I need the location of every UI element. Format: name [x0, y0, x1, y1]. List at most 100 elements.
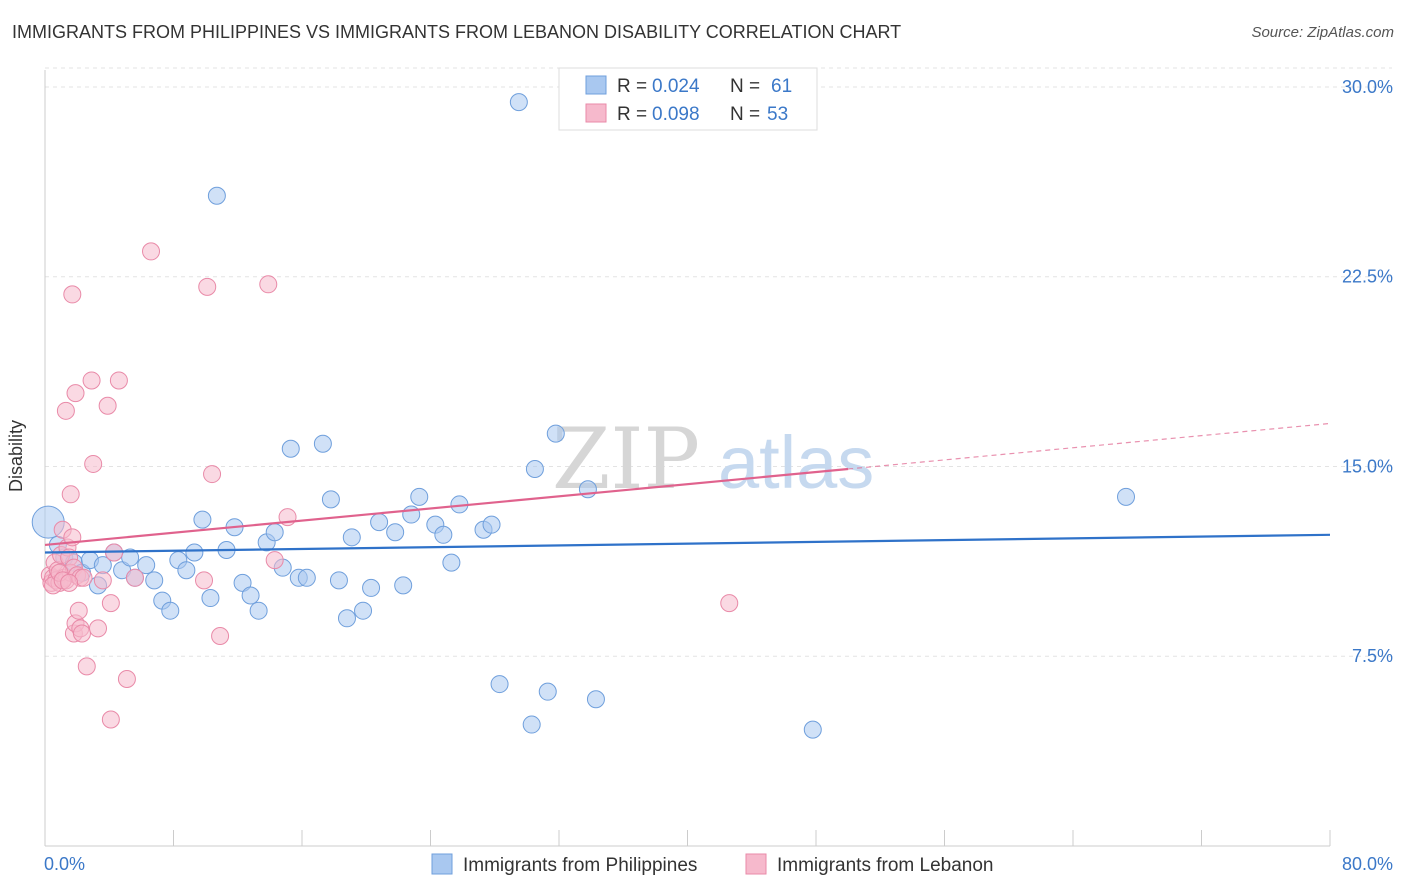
- philippines-point: [370, 513, 389, 532]
- philippines-point: [394, 576, 413, 595]
- lebanon-point: [142, 242, 161, 261]
- philippines-point: [434, 525, 453, 544]
- lebanon-trend-line: [44, 467, 849, 547]
- philippines-point: [342, 528, 361, 547]
- philippines-point: [525, 460, 544, 479]
- y-tick-label: 7.5%: [1352, 646, 1393, 666]
- lebanon-point: [198, 277, 217, 296]
- stats-legend-n-label-2: N =: [730, 104, 760, 125]
- philippines-point: [509, 93, 528, 112]
- philippines-point: [442, 553, 461, 572]
- philippines-point: [546, 424, 565, 443]
- stats-legend-lebanon-swatch: [585, 103, 607, 123]
- lebanon-point: [82, 371, 101, 390]
- grid-lines: [45, 67, 1392, 657]
- y-axis-tick-labels: 7.5% 15.0% 22.5% 30.0%: [1342, 77, 1393, 666]
- philippines-point: [249, 601, 268, 620]
- y-tick-label: 15.0%: [1342, 456, 1393, 476]
- philippines-point: [482, 515, 501, 534]
- stats-legend-r-label-2: R =: [617, 104, 647, 125]
- y-tick-label: 30.0%: [1342, 77, 1393, 97]
- philippines-point: [410, 487, 429, 506]
- philippines-point: [337, 609, 356, 628]
- philippines-point: [161, 601, 180, 620]
- philippines-point: [207, 186, 226, 205]
- lebanon-point: [69, 601, 88, 620]
- philippines-point: [265, 523, 284, 542]
- lebanon-point: [84, 454, 103, 473]
- lebanon-point: [72, 624, 91, 643]
- philippines-point: [354, 601, 373, 620]
- legend-lebanon-swatch: [745, 853, 767, 875]
- lebanon-point: [98, 396, 117, 415]
- philippines-point: [185, 543, 204, 562]
- philippines-point: [386, 523, 405, 542]
- lebanon-point: [259, 275, 278, 294]
- y-tick-label: 22.5%: [1342, 267, 1393, 287]
- philippines-point: [241, 586, 260, 605]
- watermark: ZIP atlas: [552, 410, 874, 508]
- lebanon-point: [195, 571, 214, 590]
- trend-lines: [44, 422, 1331, 554]
- stats-legend-n-label-1: N =: [730, 76, 760, 97]
- legend-lebanon-label: Immigrants from Lebanon: [777, 855, 994, 876]
- philippines-point: [522, 715, 541, 734]
- lebanon-point: [117, 670, 136, 689]
- philippines-point: [402, 505, 421, 524]
- source-label: Source: ZipAtlas.com: [1251, 24, 1394, 41]
- lebanon-point: [101, 710, 120, 729]
- lebanon-point: [77, 657, 96, 676]
- lebanon-point: [63, 285, 82, 304]
- lebanon-point: [265, 551, 284, 570]
- lebanon-point: [93, 571, 112, 590]
- philippines-point: [362, 578, 381, 597]
- philippines-point: [121, 548, 140, 567]
- y-axis-title: Disability: [6, 420, 26, 492]
- lebanon-point: [56, 401, 75, 420]
- philippines-point: [233, 573, 252, 592]
- legend-philippines-swatch: [431, 853, 453, 875]
- lebanon-point: [720, 594, 739, 613]
- philippines-point: [201, 589, 220, 608]
- philippines-point: [281, 439, 300, 458]
- philippines-point: [137, 556, 156, 575]
- stats-legend-n-value-2: 53: [767, 104, 788, 125]
- x-axis-ticks: [44, 830, 1331, 846]
- stats-legend-r-label-1: R =: [617, 76, 647, 97]
- stats-legend: R = 0.024 N = 61 R = 0.098 N = 53: [558, 67, 818, 131]
- stats-legend-n-value-1: 61: [771, 76, 792, 97]
- watermark-atlas: atlas: [718, 421, 874, 504]
- philippines-point: [1117, 487, 1136, 506]
- stats-legend-r-value-1: 0.024: [652, 76, 700, 97]
- watermark-zip: ZIP: [552, 410, 700, 508]
- philippines-point: [803, 720, 822, 739]
- philippines-point: [313, 434, 332, 453]
- legend-philippines-label: Immigrants from Philippines: [463, 855, 697, 876]
- lebanon-point: [60, 573, 79, 592]
- lebanon-point: [211, 626, 230, 645]
- lebanon-trend-extension: [848, 422, 1331, 470]
- philippines-point: [586, 690, 605, 709]
- stats-legend-philippines-swatch: [585, 75, 607, 95]
- x-tick-label: 80.0%: [1342, 854, 1393, 874]
- stats-legend-r-value-2: 0.098: [652, 104, 700, 125]
- lebanon-point: [203, 465, 222, 484]
- chart-title: IMMIGRANTS FROM PHILIPPINES VS IMMIGRANT…: [12, 22, 902, 42]
- philippines-trend-line: [44, 533, 1331, 554]
- philippines-point: [193, 510, 212, 529]
- philippines-point: [177, 561, 196, 580]
- lebanon-point: [89, 619, 108, 638]
- x-tick-label: 0.0%: [44, 854, 85, 874]
- lebanon-point: [125, 568, 144, 587]
- philippines-point: [490, 675, 509, 694]
- philippines-point: [145, 571, 164, 590]
- philippines-point: [538, 682, 557, 701]
- series-legend: Immigrants from Philippines Immigrants f…: [431, 853, 994, 876]
- series-lebanon-points: [40, 242, 739, 729]
- lebanon-point: [101, 594, 120, 613]
- philippines-point: [297, 568, 316, 587]
- lebanon-point: [109, 371, 128, 390]
- lebanon-point: [66, 384, 85, 403]
- lebanon-point: [61, 485, 80, 504]
